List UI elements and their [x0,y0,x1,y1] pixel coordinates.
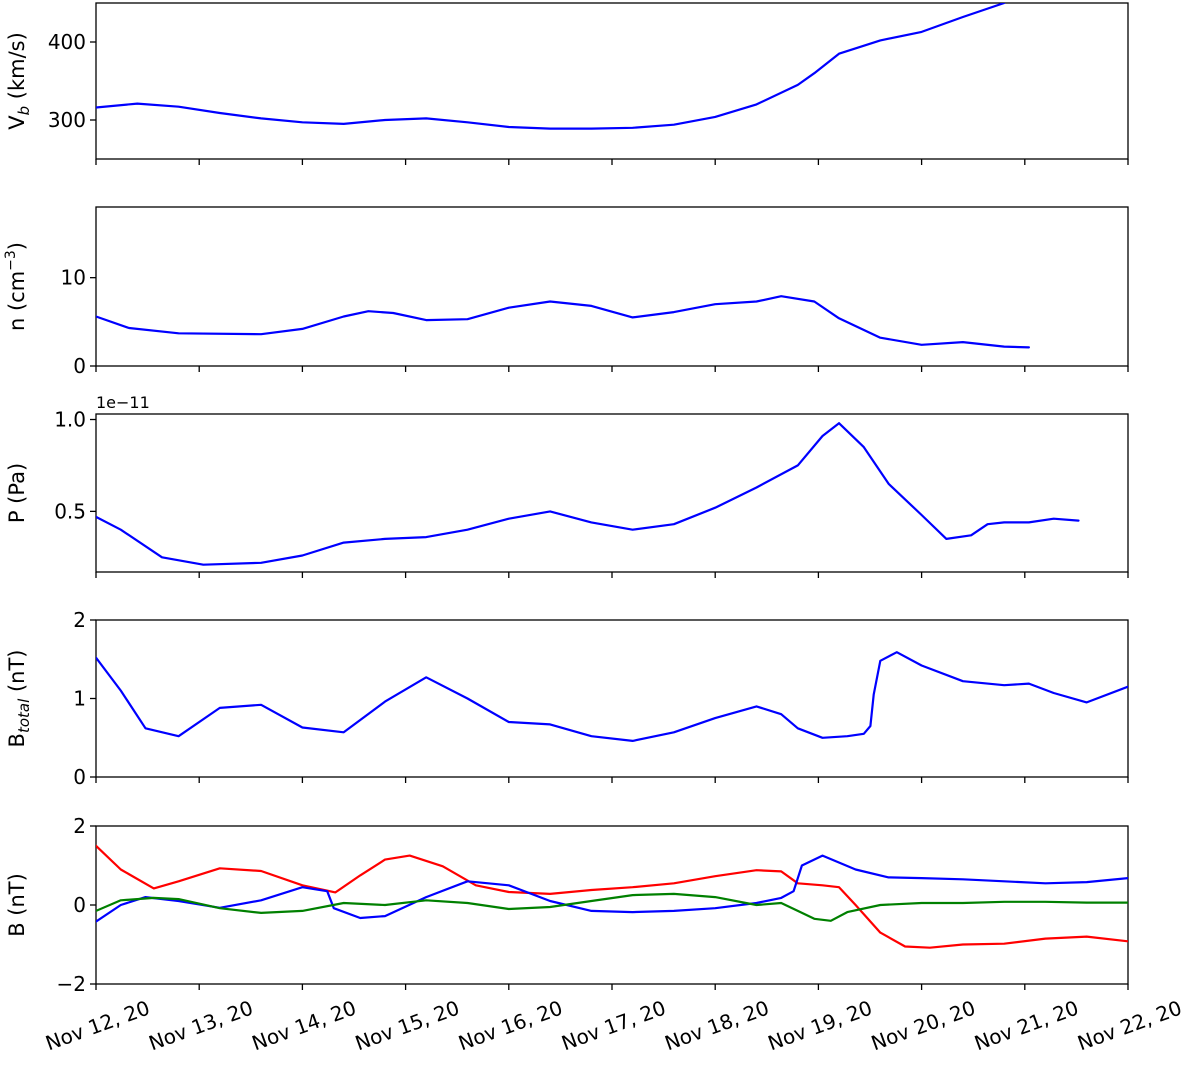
x-tick-label: Nov 21, 20 [971,996,1082,1056]
series-line-1 [96,3,1006,130]
y-tick-label: 400 [48,30,86,54]
series-line-1 [96,422,1080,566]
x-tick-label: Nov 19, 20 [765,996,876,1056]
y-axis-label: Btotal (nT) [5,650,33,748]
x-tick-label: Nov 20, 20 [868,996,979,1056]
series-line-3 [96,892,1128,922]
y-tick-label: 0.5 [54,499,86,523]
x-tick-label: Nov 18, 20 [661,996,772,1056]
axis-exponent-label: 1e−11 [96,393,150,412]
panel-3: 0.5 1.0 P (Pa) 1e−11 [5,393,1129,578]
plot-frame [95,619,1129,778]
y-tick-label: 1.0 [54,408,86,432]
y-tick-label: 1 [73,687,86,711]
y-axis-label: P (Pa) [5,463,29,523]
y-tick-label: −2 [57,972,86,996]
y-tick-label: 0 [73,765,86,789]
plot-frame [95,2,1129,160]
plot-frame [95,825,1129,985]
plot-frame [95,413,1129,573]
x-tick-label: Nov 22, 20 [1074,996,1185,1056]
x-tick-label: Nov 17, 20 [558,996,669,1056]
y-tick-label: 2 [73,608,86,632]
x-tick-label: Nov 16, 20 [455,996,566,1056]
y-tick-label: 300 [48,108,86,132]
y-tick-label: 0 [73,354,86,378]
series-line-1 [96,651,1128,742]
y-tick-label: 10 [61,266,86,290]
series-line-1 [96,844,1128,949]
panel-2: 0 10 n (cm−3) [3,206,1129,378]
y-axis-label: n (cm−3) [3,242,29,331]
x-tick-label: Nov 15, 20 [352,996,463,1056]
y-axis-label: Vb (km/s) [5,32,33,130]
panel-4: 0 1 2 Btotal (nT) [5,608,1129,789]
series-line-1 [96,295,1030,349]
y-tick-label: 0 [73,893,86,917]
panel-1: 300 400 Vb (km/s) [5,2,1129,165]
x-tick-label: Nov 14, 20 [249,996,360,1056]
x-tick-label: Nov 12, 20 [42,996,153,1056]
y-axis-label: B (nT) [5,873,29,937]
x-tick-label: Nov 13, 20 [145,996,256,1056]
series-line-2 [96,854,1128,923]
y-tick-label: 2 [73,814,86,838]
